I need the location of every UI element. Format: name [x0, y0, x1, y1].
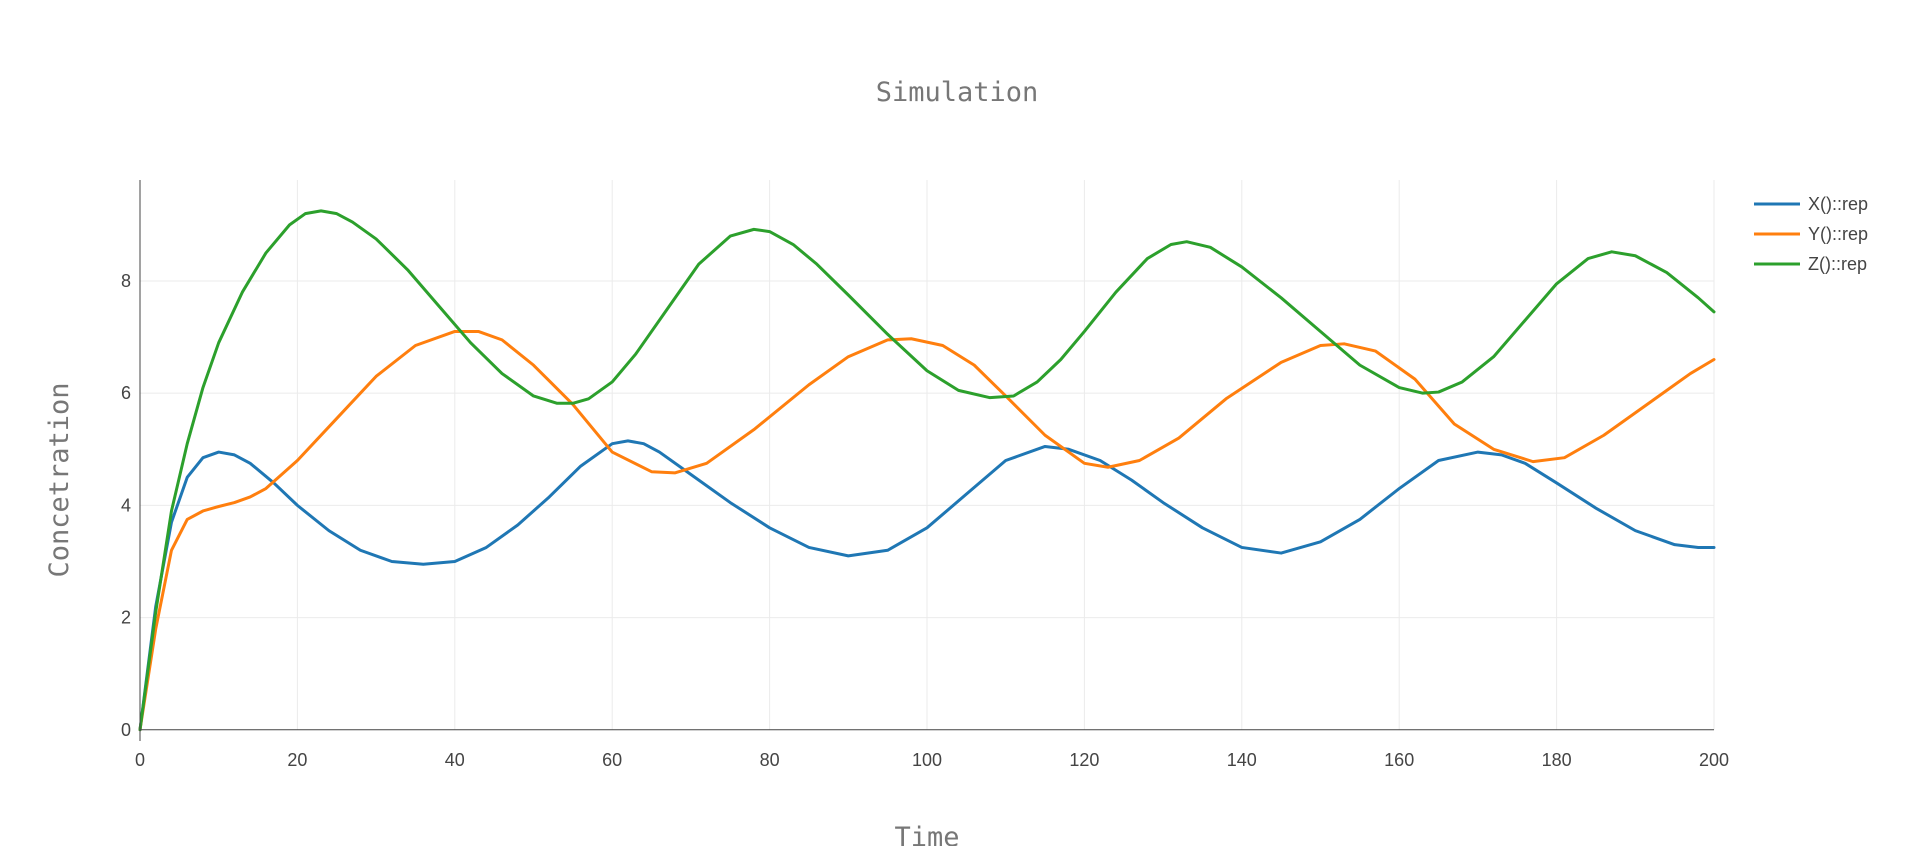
x-tick-label: 160 — [1384, 750, 1414, 770]
x-tick-label: 180 — [1542, 750, 1572, 770]
x-tick-label: 120 — [1069, 750, 1099, 770]
legend-label: X()::rep — [1808, 194, 1868, 214]
x-tick-label: 140 — [1227, 750, 1257, 770]
legend-label: Y()::rep — [1808, 224, 1868, 244]
y-tick-label: 4 — [121, 495, 131, 515]
x-tick-label: 200 — [1699, 750, 1729, 770]
x-tick-label: 80 — [760, 750, 780, 770]
legend-item[interactable]: Y()::rep — [1754, 224, 1868, 244]
x-tick-label: 60 — [602, 750, 622, 770]
series-line-3[interactable] — [138, 209, 1716, 732]
grid — [140, 180, 1715, 730]
x-tick-label: 40 — [445, 750, 465, 770]
x-axis-title: Time — [894, 822, 959, 846]
y-tick-label: 2 — [121, 608, 131, 628]
legend-label: Z()::rep — [1808, 254, 1867, 274]
y-tick-label: 0 — [121, 720, 131, 740]
chart-title: Simulation — [876, 77, 1039, 108]
y-axis-title: Concetration — [44, 382, 75, 577]
legend-item[interactable]: Z()::rep — [1754, 254, 1867, 274]
x-tick-label: 20 — [287, 750, 307, 770]
axes: 0 20 40 60 80 100 120 140 160 180 200 0 2 4 6 8 — [121, 180, 1729, 770]
series-lines — [138, 209, 1716, 732]
x-tick-label: 0 — [135, 750, 145, 770]
x-tick-label: 100 — [912, 750, 942, 770]
legend-item[interactable]: X()::rep — [1754, 194, 1868, 214]
series-line-1[interactable] — [138, 439, 1716, 732]
series-line-2[interactable] — [138, 329, 1716, 732]
y-tick-label: 6 — [121, 383, 131, 403]
y-tick-label: 8 — [121, 271, 131, 291]
